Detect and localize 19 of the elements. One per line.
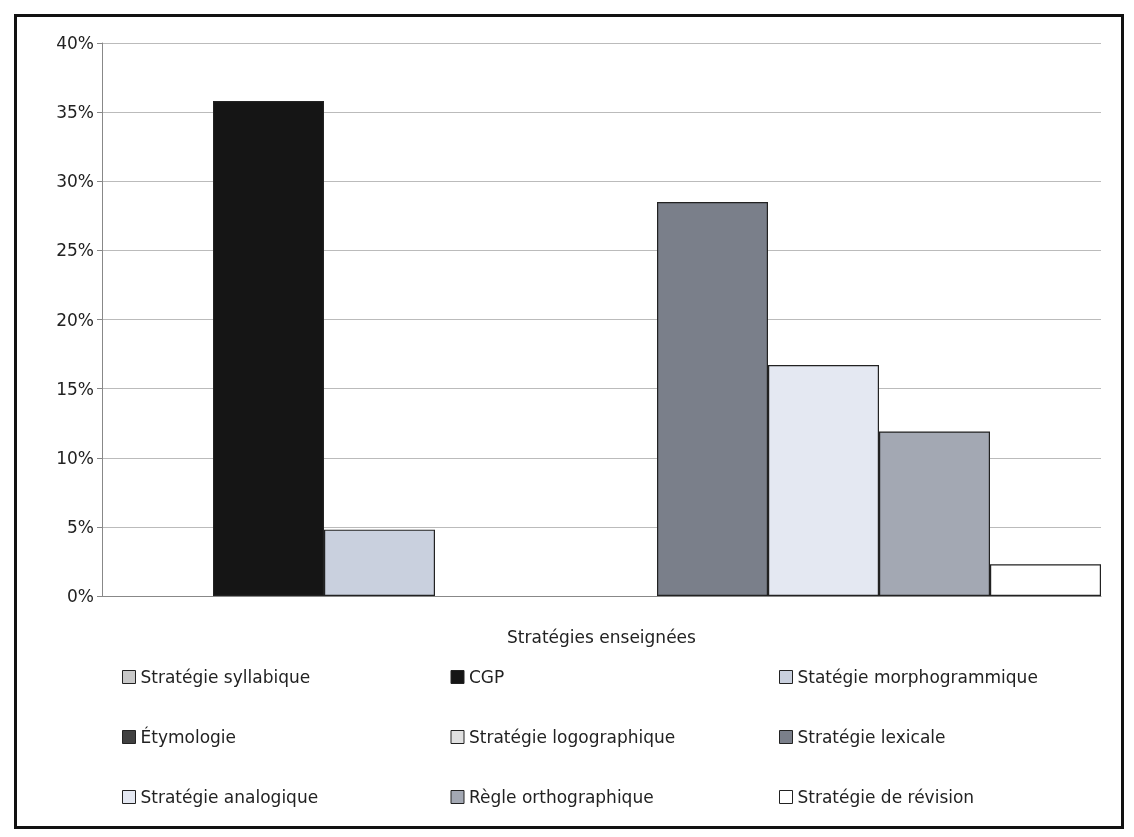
legend-label: Stratégie de révision [797,787,975,807]
legend-label: Stratégie logographique [469,727,676,747]
legend-label: Stratégie analogique [140,787,319,807]
legend-label: Statégie morphogrammique [797,667,1038,687]
y-tick-label: 10% [56,447,94,468]
legend-label: Stratégie syllabique [140,667,311,687]
legend-label: Règle orthographique [469,787,654,807]
legend-label: CGP [469,667,505,687]
y-tick-label: 20% [56,309,94,330]
y-tick-label: 30% [56,171,94,192]
y-tick-label: 5% [67,516,94,537]
y-tick-label: 15% [56,378,94,399]
y-tick-label: 25% [56,240,94,261]
y-tick-label: 35% [56,102,94,123]
legend-label: Stratégie lexicale [797,727,946,747]
legend-label: Étymologie [140,726,237,747]
x-tick-label: Stratégies enseignées [507,626,697,647]
y-tick-label: 0% [67,586,94,606]
y-tick-label: 40% [56,33,94,53]
